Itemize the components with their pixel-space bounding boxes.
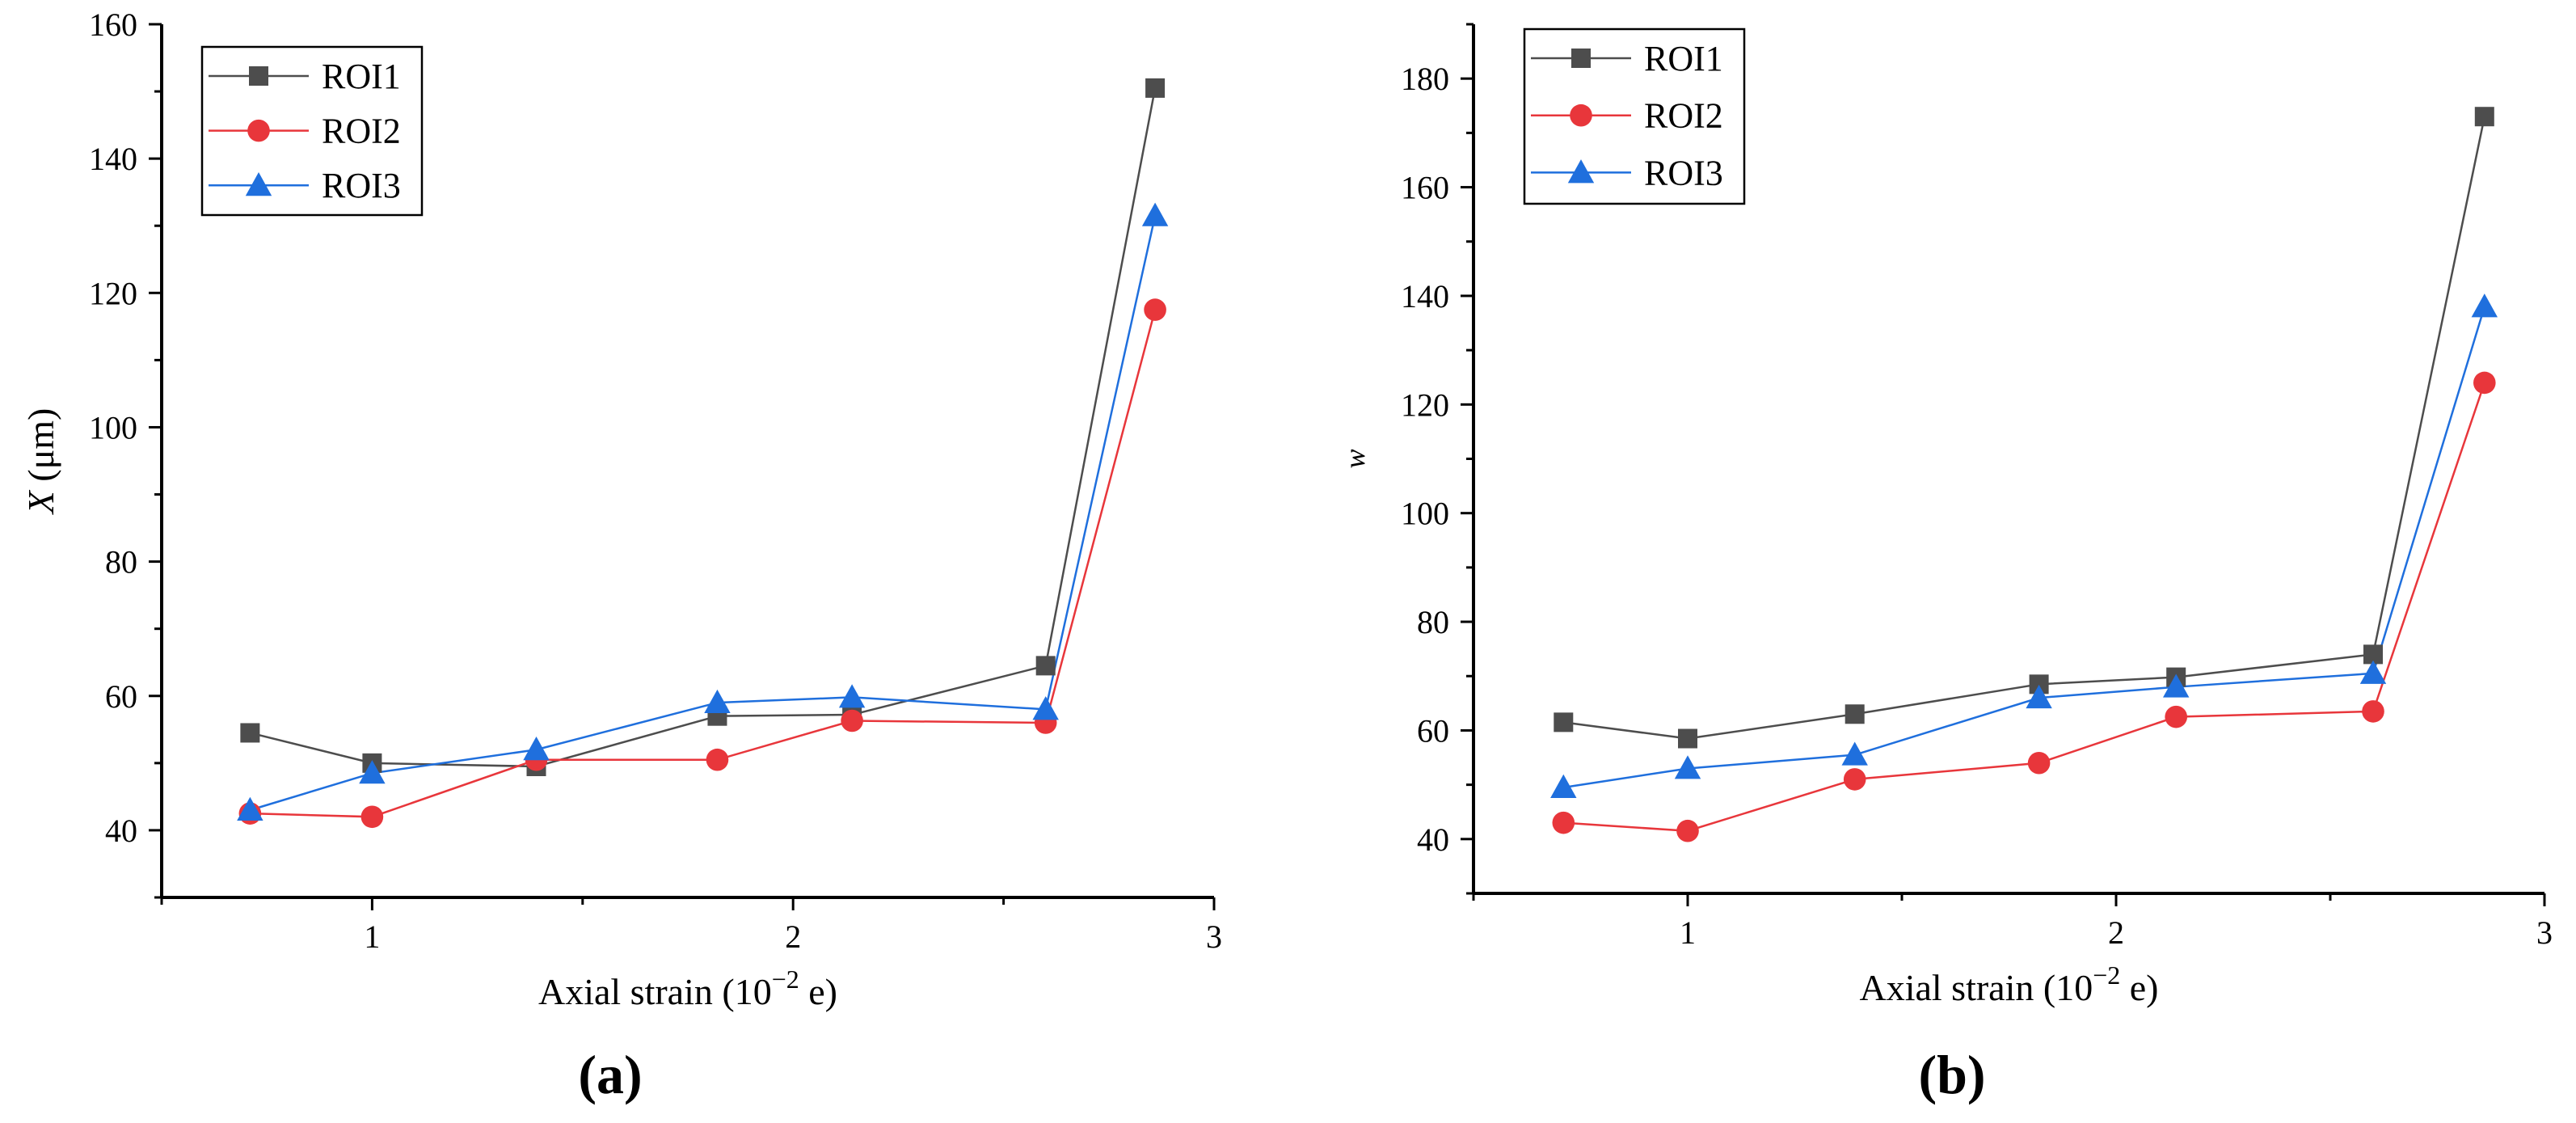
x-tick-label: 1 — [1680, 914, 1696, 951]
data-point-roi1 — [1554, 712, 1574, 732]
x-tick-label: 2 — [785, 918, 801, 955]
x-axis-label: Axial strain (10−2 e) — [1859, 960, 2158, 1008]
panel-label: (b) — [1918, 1044, 1985, 1105]
data-point-roi3 — [1550, 774, 1577, 798]
data-point-roi2 — [841, 709, 863, 732]
y-tick-label: 180 — [1401, 61, 1449, 97]
data-point-roi3 — [1032, 696, 1059, 720]
data-point-roi3 — [1674, 755, 1701, 779]
x-tick-label: 1 — [364, 918, 380, 955]
x-axis-label: Axial strain (10−2 e) — [538, 965, 837, 1012]
data-point-roi3 — [2359, 660, 2387, 684]
data-point-roi1 — [240, 723, 260, 743]
legend-label: ROI2 — [322, 112, 401, 151]
legend-marker — [1571, 49, 1591, 68]
x-axis-label-exponent: −2 — [772, 965, 799, 994]
data-point-roi1 — [2474, 107, 2494, 127]
data-point-roi2 — [360, 805, 384, 829]
y-tick-label: 40 — [105, 813, 137, 849]
y-tick-label: 80 — [105, 544, 137, 580]
y-tick-label: 100 — [89, 409, 137, 445]
data-point-roi3 — [2163, 673, 2190, 698]
y-tick-label: 160 — [1401, 170, 1449, 206]
y-tick-label: 60 — [1417, 712, 1449, 749]
chart-panel-b: 40 60 80 100 120 140 160 180 1 2 3 Axial strain (10… — [1339, 23, 2553, 1105]
data-point-roi2 — [1843, 768, 1866, 791]
series-line-roi2 — [250, 309, 1157, 818]
series-line-roi3 — [1563, 306, 2485, 789]
y-tick-label: 160 — [89, 6, 137, 43]
data-point-roi3 — [237, 796, 264, 821]
legend-label: ROI1 — [1644, 39, 1723, 78]
chart-panel-a: 40 60 80 100 120 140 160 1 2 3 Axial strain (10−2 … — [20, 6, 1222, 1105]
data-point-roi3 — [2471, 293, 2498, 318]
x-tick-label: 3 — [2536, 914, 2553, 951]
data-point-roi1 — [1845, 704, 1865, 724]
legend-label: ROI1 — [322, 57, 401, 96]
y-axis-label-unit: (μm) — [20, 408, 61, 492]
data-point-roi1 — [1035, 656, 1056, 676]
data-point-roi2 — [1676, 819, 1699, 842]
y-tick-label: 140 — [89, 141, 137, 177]
legend-marker — [245, 172, 272, 196]
y-tick-label: 120 — [1401, 386, 1449, 423]
data-point-roi3 — [704, 689, 731, 714]
legend-marker — [247, 119, 270, 142]
y-axis-label: X (μm) — [20, 408, 61, 516]
x-tick-label: 3 — [1206, 918, 1222, 955]
data-point-roi1 — [1678, 728, 1697, 749]
data-point-roi3 — [359, 760, 386, 784]
legend-label: ROI3 — [322, 166, 401, 205]
data-point-roi1 — [1145, 78, 1166, 98]
y-axis-label: w — [1339, 449, 1371, 468]
panel-label: (a) — [578, 1044, 642, 1105]
data-point-roi3 — [1141, 202, 1169, 226]
legend-marker — [249, 66, 268, 86]
data-point-roi3 — [523, 737, 550, 761]
y-axis-label-variable: X — [20, 489, 61, 515]
data-point-roi2 — [2165, 705, 2187, 728]
legend-label: ROI2 — [1644, 96, 1723, 136]
y-tick-label: 140 — [1401, 278, 1449, 315]
x-axis-label-tail: e) — [799, 971, 837, 1012]
x-tick-label: 2 — [2108, 914, 2124, 951]
legend-marker — [1570, 103, 1592, 127]
data-point-roi2 — [1552, 811, 1575, 834]
y-tick-label: 60 — [105, 678, 137, 715]
series-line-roi1 — [1563, 116, 2486, 740]
data-point-roi2 — [2473, 371, 2496, 395]
x-axis-label-main: Axial strain (10 — [538, 971, 772, 1012]
legend-marker — [1567, 159, 1595, 184]
data-point-roi3 — [2026, 684, 2052, 709]
data-point-roi2 — [1144, 298, 1166, 321]
y-tick-label: 120 — [89, 275, 137, 311]
x-axis-label-exponent: −2 — [2093, 960, 2120, 990]
series-line-roi2 — [1563, 382, 2485, 832]
y-tick-label: 100 — [1401, 496, 1449, 532]
data-point-roi3 — [838, 684, 866, 708]
x-axis-label-main: Axial strain (10 — [1859, 967, 2093, 1008]
y-axis-label-variable: w — [1339, 449, 1371, 468]
legend-label: ROI3 — [1644, 153, 1723, 192]
data-point-roi2 — [2027, 751, 2051, 775]
data-point-roi3 — [1841, 741, 1868, 766]
data-point-roi2 — [706, 748, 729, 771]
x-axis-label-tail: e) — [2120, 967, 2158, 1008]
y-tick-label: 80 — [1417, 604, 1449, 640]
y-tick-label: 40 — [1417, 821, 1449, 858]
data-point-roi2 — [2362, 700, 2384, 723]
